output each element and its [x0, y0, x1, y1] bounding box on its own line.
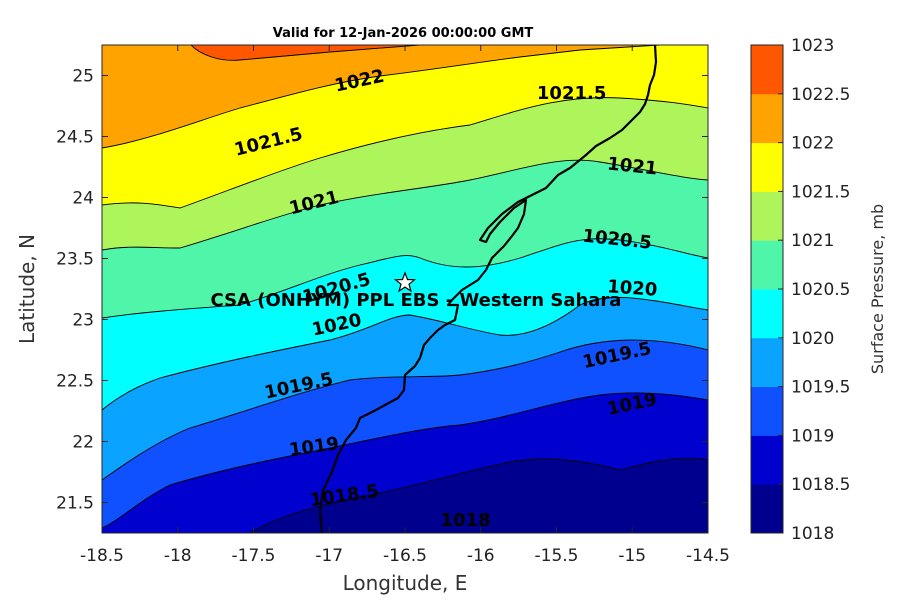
contour-1021.5 [102, 97, 708, 209]
y-tick-label: 21.5 [56, 494, 94, 514]
y-tick-label: 22.5 [56, 372, 94, 392]
colorbar-swatch [751, 386, 783, 436]
colorbar-swatch [751, 93, 783, 144]
coastline [318, 45, 658, 533]
contour-label: 1020 [607, 276, 658, 300]
band-1018-to-1018.5 [250, 458, 708, 533]
colorbar-swatch [751, 45, 783, 95]
colorbar-swatch [751, 484, 783, 534]
colorbar: 1018 1018.5 1019 1019.5 1020 1020.5 1021 1021.5… [750, 36, 850, 544]
colorbar-tick-label: 1023 [791, 36, 834, 56]
colorbar-tick-label: 1020 [791, 329, 834, 349]
contour-1019.5 [102, 339, 708, 481]
y-tick-label: 24.5 [56, 128, 94, 148]
colorbar-tick-label: 1022 [791, 134, 834, 154]
colorbar-tick-label: 1019 [791, 426, 834, 446]
contour-1020 [102, 296, 708, 411]
y-tick-label: 24 [72, 189, 94, 209]
colorbar-swatch [751, 435, 783, 485]
x-tick-label: -14.5 [686, 546, 730, 566]
contour-lines [102, 45, 708, 533]
colorbar-tick-label: 1020.5 [791, 280, 850, 300]
y-tick-label: 22 [72, 433, 94, 453]
colorbar-tick-label: 1018.5 [791, 475, 850, 495]
y-tick-label: 23.5 [56, 250, 94, 270]
colorbar-tick-label: 1021.5 [791, 182, 850, 202]
plot-title: Valid for 12-Jan-2026 00:00:00 GMT [273, 26, 534, 41]
map-area [102, 45, 708, 533]
y-tick-label: 23 [72, 311, 94, 331]
y-tick-label: 25 [72, 67, 94, 87]
colorbar-swatch [751, 289, 783, 339]
colorbar-swatch [751, 337, 783, 388]
contour-label: 1021 [606, 153, 658, 179]
x-tick-label: -15.5 [535, 546, 579, 566]
colorbar-tick-label: 1021 [791, 231, 834, 251]
x-tick-label: -16.5 [383, 546, 427, 566]
x-tick-label: -17 [315, 546, 343, 566]
x-axis-ticks: -18.5 -18 -17.5 -17 -16.5 -16 -15.5 -15 -14.5 [80, 45, 730, 566]
x-tick-label: -18.5 [80, 546, 124, 566]
x-tick-label: -18 [164, 546, 192, 566]
x-axis-label: Longitude, E [343, 571, 468, 595]
contour-label: 1018 [441, 510, 491, 531]
colorbar-swatch [751, 240, 783, 290]
y-axis-label: Latitude, N [15, 234, 39, 344]
colorbar-tick-label: 1019.5 [791, 378, 850, 398]
site-label: CSA (ONHYM) PPL EBS - Western Sahara [211, 290, 622, 311]
colorbar-label: Surface Pressure, mb [868, 204, 887, 374]
contour-1020.5 [102, 238, 708, 319]
colorbar-swatch [751, 191, 783, 241]
x-tick-label: -15 [618, 546, 646, 566]
colorbar-tick-label: 1022.5 [791, 85, 850, 105]
x-tick-label: -16 [467, 546, 495, 566]
colorbar-swatch [751, 142, 783, 192]
y-axis-ticks: 21.5 22 22.5 23 23.5 24 24.5 25 [56, 67, 708, 514]
x-tick-label: -17.5 [232, 546, 276, 566]
colorbar-tick-label: 1018 [791, 524, 834, 544]
site: CSA (ONHYM) PPL EBS - Western Sahara [211, 271, 622, 311]
contour-1022 [102, 45, 661, 149]
contour-1022.5 [190, 45, 421, 61]
contour-label: 1021.5 [537, 83, 606, 104]
contour-1019 [102, 392, 708, 529]
contour-1021 [102, 159, 708, 251]
star-icon [393, 271, 417, 293]
